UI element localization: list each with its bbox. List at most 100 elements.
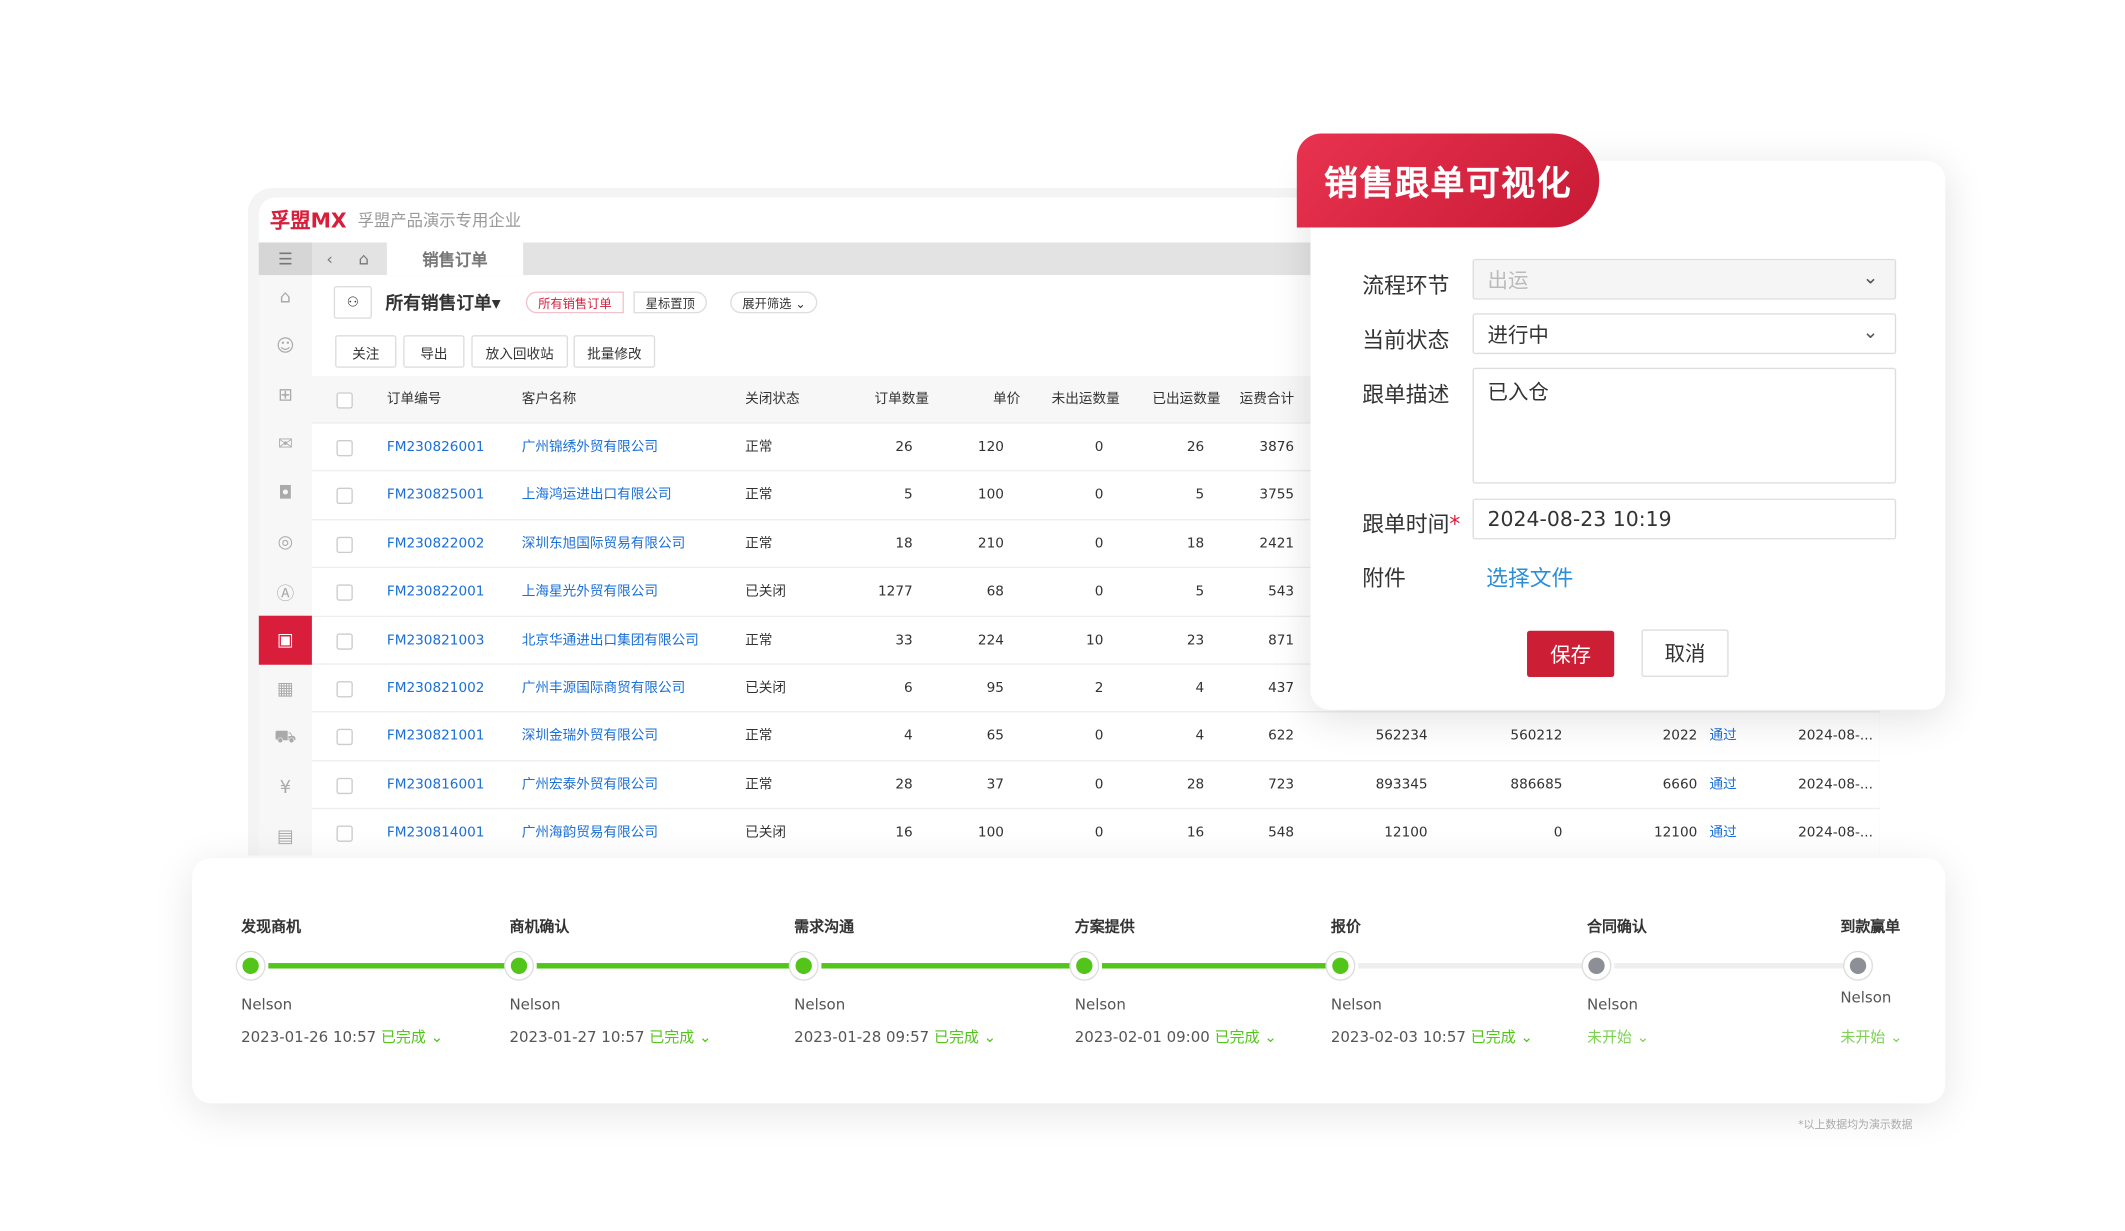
user-switch-icon[interactable]: ⚇ <box>333 286 372 319</box>
table-row[interactable]: FM230822002 深圳东旭国际贸易有限公司 正常 18 210 0 18 2421 <box>311 520 1880 569</box>
order-number-link[interactable]: FM230825001 <box>386 488 485 504</box>
calendar-icon[interactable]: ▦ <box>276 679 294 700</box>
save-button[interactable]: 保存 <box>1527 630 1615 678</box>
column-header[interactable]: 客户名称 <box>521 392 577 408</box>
desc-textarea[interactable]: 已入仓 <box>1472 367 1897 484</box>
home-icon[interactable]: ⌂ <box>358 249 369 269</box>
select-all-checkbox[interactable] <box>336 392 353 409</box>
table-row[interactable]: FM230822001 上海星光外贸有限公司 已关闭 1277 68 0 5 543 <box>311 568 1880 617</box>
column-header[interactable]: 订单编号 <box>386 392 442 408</box>
column-header[interactable]: 订单数量 <box>874 392 930 408</box>
order-icon[interactable]: ▣ <box>258 615 312 665</box>
view-title[interactable]: 所有销售订单▾ <box>385 294 501 315</box>
cell-value: 3755 <box>1259 488 1295 504</box>
row-checkbox[interactable] <box>336 681 353 698</box>
contact-icon[interactable]: ☺ <box>276 335 295 357</box>
customer-name-link[interactable]: 上海鸿运进出口有限公司 <box>521 488 672 504</box>
stage-status-dropdown[interactable]: 未开始 ⌄ <box>1840 1028 1903 1047</box>
stage-status-dropdown[interactable]: 已完成 ⌄ <box>933 1028 997 1047</box>
time-input[interactable]: 2024-08-23 10:19 <box>1472 498 1897 540</box>
cell-value: 100 <box>977 488 1004 504</box>
recycle-button[interactable]: 放入回收站 <box>471 335 569 368</box>
stage-dot <box>1069 950 1100 981</box>
customer-name-link[interactable]: 广州丰源国际商贸有限公司 <box>521 681 686 697</box>
table-row[interactable]: FM230814001 广州海韵贸易有限公司 已关闭 16 100 0 16 548 12100… <box>312 809 1880 855</box>
row-checkbox[interactable] <box>336 439 353 457</box>
customer-name-link[interactable]: 广州海韵贸易有限公司 <box>521 825 658 841</box>
approval-status-link[interactable]: 通过 <box>1709 729 1737 745</box>
table-row[interactable]: FM230826001 广州锦绣外贸有限公司 正常 26 120 0 26 3876 <box>311 424 1880 472</box>
truck-icon[interactable]: ⛟ <box>274 726 297 748</box>
order-number-link[interactable]: FM230822002 <box>386 536 485 552</box>
column-header[interactable]: 单价 <box>993 392 1021 408</box>
close-status: 已关闭 <box>745 584 786 600</box>
compass-icon[interactable]: ◎ <box>277 531 294 553</box>
desc-label: 跟单描述 <box>1362 381 1450 408</box>
customer-name-link[interactable]: 广州锦绣外贸有限公司 <box>521 439 658 455</box>
bag-icon[interactable]: ◘ <box>278 482 293 504</box>
order-number-link[interactable]: FM230821002 <box>386 681 485 697</box>
menu-icon[interactable]: ☰ <box>258 242 312 276</box>
money-icon[interactable]: ¥ <box>279 777 292 798</box>
table-row[interactable]: FM230821003 北京华通进出口集团有限公司 正常 33 224 10 23 871 <box>311 617 1880 665</box>
stage-status-dropdown[interactable]: 已完成 ⌄ <box>1214 1028 1277 1047</box>
order-number-link[interactable]: FM230821003 <box>386 632 485 648</box>
customer-name-link[interactable]: 上海星光外贸有限公司 <box>521 584 658 600</box>
footnote: *以上数据均为演示数据 <box>1798 1118 1913 1131</box>
progress-line <box>1358 963 1590 969</box>
customer-name-link[interactable]: 北京华通进出口集团有限公司 <box>521 632 699 648</box>
sidebar: ⌂ ☺ ⊞ ✉ ◘ ◎ Ⓐ ▣ ▦ ⛟ ¥ ▤ <box>258 275 312 856</box>
date-value: 2024-08-... <box>1798 777 1873 793</box>
table-row[interactable]: FM230821002 广州丰源国际商贸有限公司 已关闭 6 95 2 4 437 <box>311 665 1880 713</box>
expand-filter-button[interactable]: 展开筛选 ⌄ <box>730 291 818 314</box>
a-icon[interactable]: Ⓐ <box>276 583 295 605</box>
org-icon[interactable]: ⊞ <box>277 384 293 406</box>
filter-starred[interactable]: 星标置顶 <box>633 291 708 314</box>
column-header[interactable]: 未出运数量 <box>1051 392 1120 408</box>
column-header[interactable]: 已出运数量 <box>1152 392 1221 408</box>
follow-button[interactable]: 关注 <box>335 335 397 368</box>
cell-value: 3876 <box>1259 439 1295 455</box>
tab-sales-orders[interactable]: 销售订单 <box>386 242 524 276</box>
filter-all-orders[interactable]: 所有销售订单 <box>525 291 624 314</box>
stage-status-dropdown[interactable]: 已完成 ⌄ <box>649 1028 712 1047</box>
stage-status-dropdown[interactable]: 已完成 ⌄ <box>380 1028 444 1047</box>
row-checkbox[interactable] <box>336 825 353 843</box>
row-checkbox[interactable] <box>336 632 353 650</box>
approval-status-link[interactable]: 通过 <box>1709 825 1737 841</box>
status-select[interactable]: 进行中 ⌄ <box>1472 313 1897 355</box>
home-icon[interactable]: ⌂ <box>279 286 291 308</box>
order-number-link[interactable]: FM230814001 <box>386 825 485 841</box>
column-header[interactable]: 运费合计 <box>1239 392 1295 408</box>
row-checkbox[interactable] <box>336 488 353 505</box>
customer-name-link[interactable]: 深圳金瑞外贸有限公司 <box>521 729 658 745</box>
table-row[interactable]: FM230821001 深圳金瑞外贸有限公司 正常 4 65 0 4 622 562234 560… <box>311 713 1880 762</box>
back-icon[interactable]: ‹ <box>326 249 333 269</box>
table-row[interactable]: FM230825001 上海鸿运进出口有限公司 正常 5 100 0 5 3755 <box>311 472 1880 521</box>
approval-status-link[interactable]: 通过 <box>1709 777 1737 793</box>
export-button[interactable]: 导出 <box>403 335 465 368</box>
row-checkbox[interactable] <box>336 729 353 746</box>
order-number-link[interactable]: FM230826001 <box>386 439 485 455</box>
column-header[interactable]: 关闭状态 <box>745 392 800 408</box>
mail-icon[interactable]: ✉ <box>277 433 293 455</box>
row-checkbox[interactable] <box>336 777 353 794</box>
order-number-link[interactable]: FM230816001 <box>386 777 485 793</box>
cancel-button[interactable]: 取消 <box>1641 629 1729 678</box>
stage-status-dropdown[interactable]: 未开始 ⌄ <box>1586 1028 1650 1047</box>
customer-name-link[interactable]: 深圳东旭国际贸易有限公司 <box>521 536 686 552</box>
batch-edit-button[interactable]: 批量修改 <box>573 335 656 368</box>
stage-status-dropdown[interactable]: 已完成 ⌄ <box>1470 1028 1533 1047</box>
cell-value: 16 <box>895 825 913 841</box>
cell-value: 37 <box>986 777 1004 793</box>
cell-value: 4 <box>1195 681 1205 697</box>
customer-name-link[interactable]: 广州宏泰外贸有限公司 <box>521 777 658 793</box>
table-row[interactable]: FM230816001 广州宏泰外贸有限公司 正常 28 37 0 28 723 893345 8… <box>311 761 1880 810</box>
close-status: 正常 <box>745 488 773 504</box>
order-number-link[interactable]: FM230822001 <box>386 584 485 600</box>
row-checkbox[interactable] <box>336 584 353 601</box>
row-checkbox[interactable] <box>336 536 353 553</box>
book-icon[interactable]: ▤ <box>276 826 294 847</box>
order-number-link[interactable]: FM230821001 <box>386 729 485 745</box>
choose-file-link[interactable]: 选择文件 <box>1486 565 1574 592</box>
